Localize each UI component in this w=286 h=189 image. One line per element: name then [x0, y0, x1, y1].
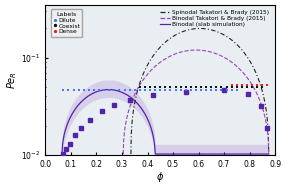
Point — [224, 88, 229, 91]
Point — [97, 88, 101, 91]
Point — [204, 85, 208, 88]
X-axis label: $\phi$: $\phi$ — [156, 170, 164, 184]
Point — [235, 85, 239, 88]
Point — [148, 85, 152, 88]
Point — [168, 85, 173, 88]
Point — [229, 88, 234, 91]
Point — [209, 88, 214, 91]
Point — [265, 83, 270, 86]
Point — [61, 88, 65, 91]
Point — [260, 85, 265, 88]
Point — [204, 88, 208, 91]
Point — [92, 88, 96, 91]
Point — [163, 88, 168, 91]
Point — [163, 85, 168, 88]
Point — [184, 88, 188, 91]
Point — [153, 88, 158, 91]
Y-axis label: $Pe_R$: $Pe_R$ — [5, 71, 19, 89]
Point — [219, 85, 224, 88]
Point — [194, 85, 198, 88]
Point — [178, 85, 183, 88]
Point — [87, 88, 91, 91]
Point — [235, 88, 239, 91]
Point — [76, 88, 81, 91]
Point — [209, 85, 214, 88]
Point — [235, 83, 239, 86]
Point — [66, 88, 71, 91]
Point — [188, 88, 193, 91]
Point — [255, 83, 259, 86]
Point — [229, 83, 234, 86]
Point — [173, 85, 178, 88]
Point — [143, 85, 147, 88]
Point — [112, 88, 117, 91]
Point — [219, 88, 224, 91]
Point — [188, 85, 193, 88]
Point — [214, 85, 219, 88]
Point — [245, 85, 249, 88]
Point — [158, 85, 162, 88]
Point — [82, 88, 86, 91]
Point — [255, 85, 259, 88]
Point — [122, 88, 127, 91]
Point — [143, 88, 147, 91]
Point — [148, 88, 152, 91]
Point — [245, 83, 249, 86]
Point — [102, 88, 106, 91]
Point — [260, 83, 265, 86]
Point — [153, 85, 158, 88]
Point — [229, 85, 234, 88]
Point — [199, 88, 203, 91]
Point — [194, 88, 198, 91]
Point — [173, 88, 178, 91]
Point — [117, 88, 122, 91]
Legend: Spinodal Takatori & Brady (2015), Binodal Takatori & Brady (2015), Binodal (slab: Spinodal Takatori & Brady (2015), Binoda… — [158, 9, 271, 29]
Point — [178, 88, 183, 91]
Point — [224, 85, 229, 88]
Point — [199, 85, 203, 88]
Point — [184, 85, 188, 88]
Point — [250, 85, 255, 88]
Point — [138, 85, 142, 88]
Point — [71, 88, 76, 91]
Point — [132, 88, 137, 91]
Point — [214, 88, 219, 91]
Point — [168, 88, 173, 91]
Point — [138, 88, 142, 91]
Point — [127, 88, 132, 91]
Point — [240, 83, 244, 86]
Point — [107, 88, 112, 91]
Point — [240, 85, 244, 88]
Point — [158, 88, 162, 91]
Point — [250, 83, 255, 86]
